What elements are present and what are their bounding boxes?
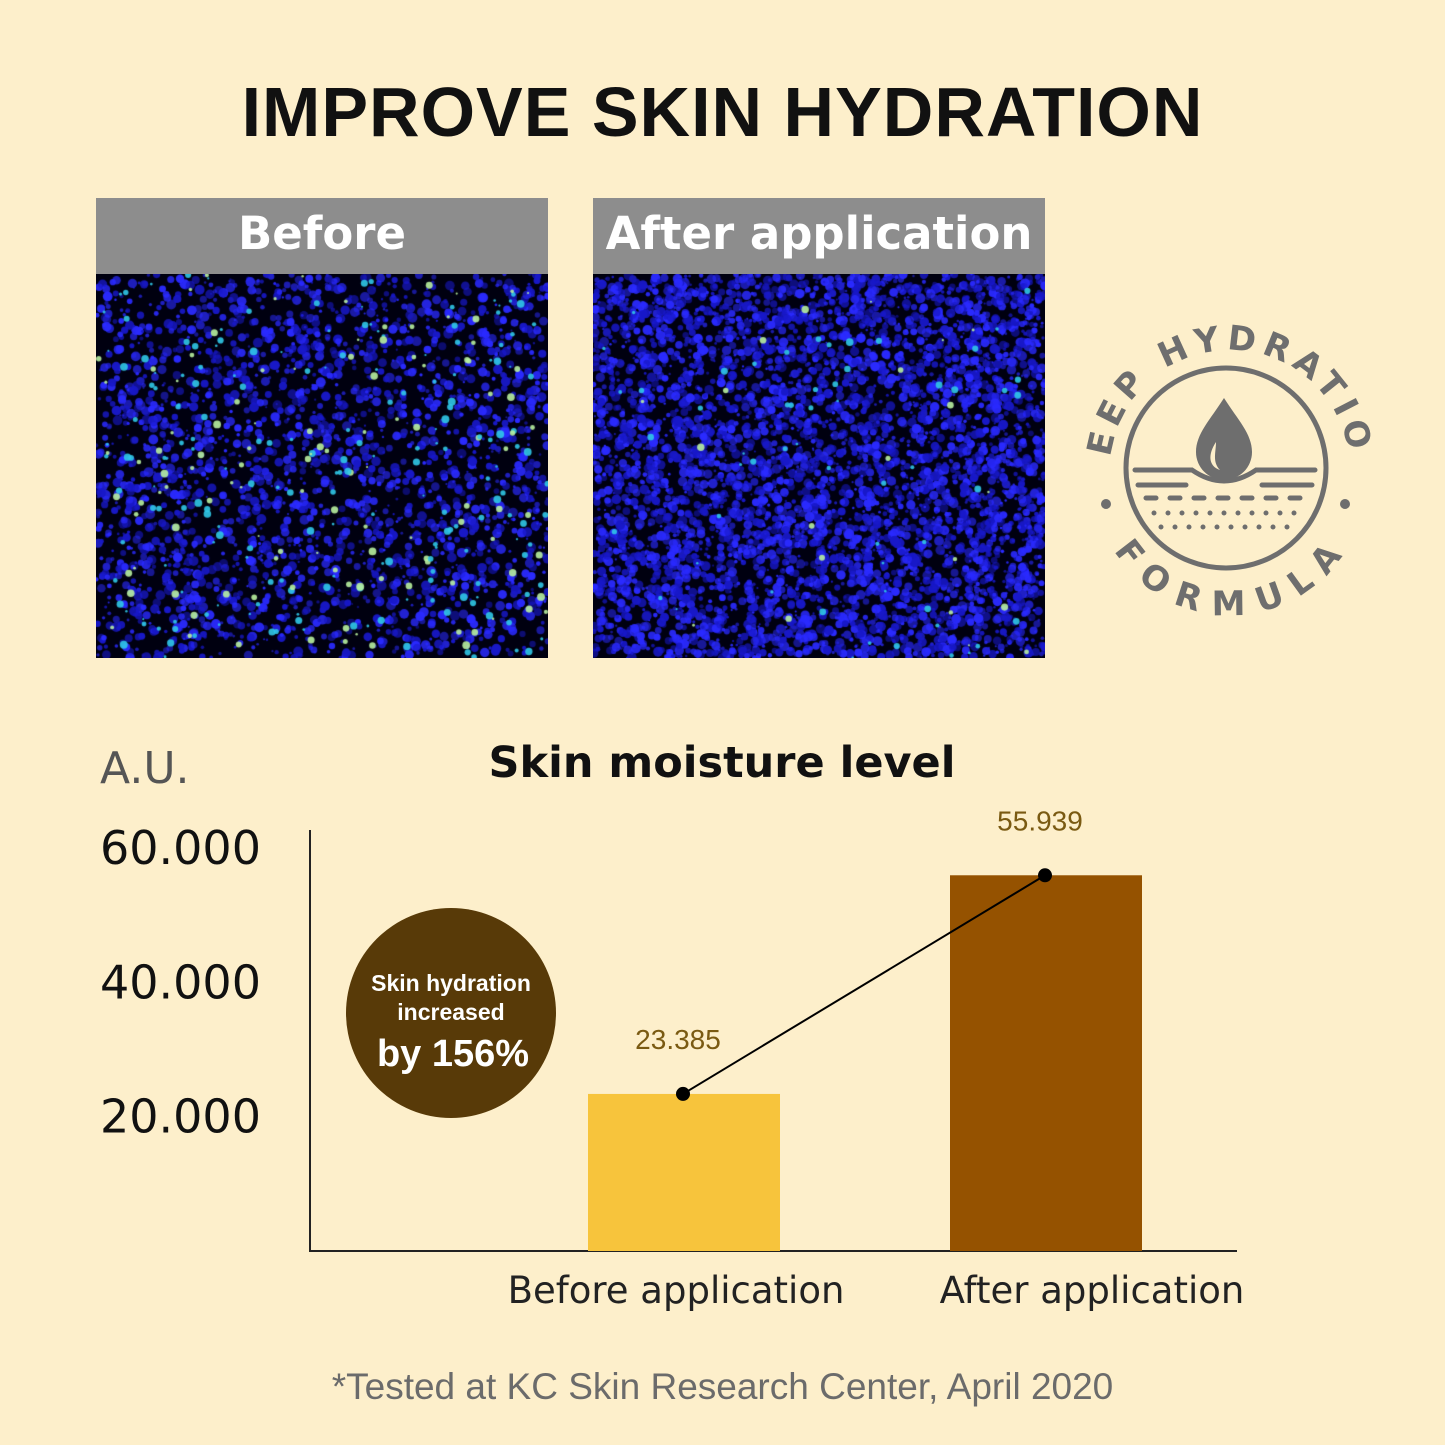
callout-line1: Skin hydration	[371, 970, 531, 996]
x-category-label: After application	[940, 1269, 1245, 1312]
deep-hydration-badge: DEEP HYDRATION FORMULA	[1080, 320, 1375, 620]
chart-title: Skin moisture level	[489, 738, 956, 788]
bar-after	[950, 875, 1142, 1251]
after-panel: After application	[593, 198, 1045, 658]
connector-point	[1038, 868, 1052, 883]
badge-dot-right	[1340, 499, 1350, 509]
badge-dot-left	[1101, 499, 1111, 509]
x-category-label: Before application	[508, 1269, 845, 1312]
bar-value-label: 55.939	[997, 805, 1083, 836]
increase-callout: Skin hydration increased by 156%	[346, 908, 556, 1118]
connector-line	[682, 874, 1046, 1095]
callout-line2: increased	[397, 999, 504, 1025]
after-panel-label: After application	[593, 198, 1045, 274]
before-microscopy-image	[96, 274, 548, 658]
bar-before	[588, 1093, 780, 1251]
callout-circle	[346, 908, 556, 1118]
water-drop-skin-icon	[1123, 365, 1329, 571]
connector-point	[676, 1086, 690, 1101]
page-title: IMPROVE SKIN HYDRATION	[241, 73, 1204, 151]
y-axis-label: A.U.	[100, 743, 190, 794]
bar-value-label: 23.385	[635, 1024, 721, 1055]
footnote: *Tested at KC Skin Research Center, Apri…	[331, 1366, 1114, 1407]
callout-line3: by 156%	[377, 1033, 529, 1075]
y-tick-label: 40.000	[100, 955, 261, 1009]
after-microscopy-image	[593, 274, 1045, 658]
y-tick-label: 60.000	[100, 821, 261, 875]
before-panel: Before application	[96, 198, 548, 658]
y-tick-label: 20.000	[100, 1090, 261, 1144]
